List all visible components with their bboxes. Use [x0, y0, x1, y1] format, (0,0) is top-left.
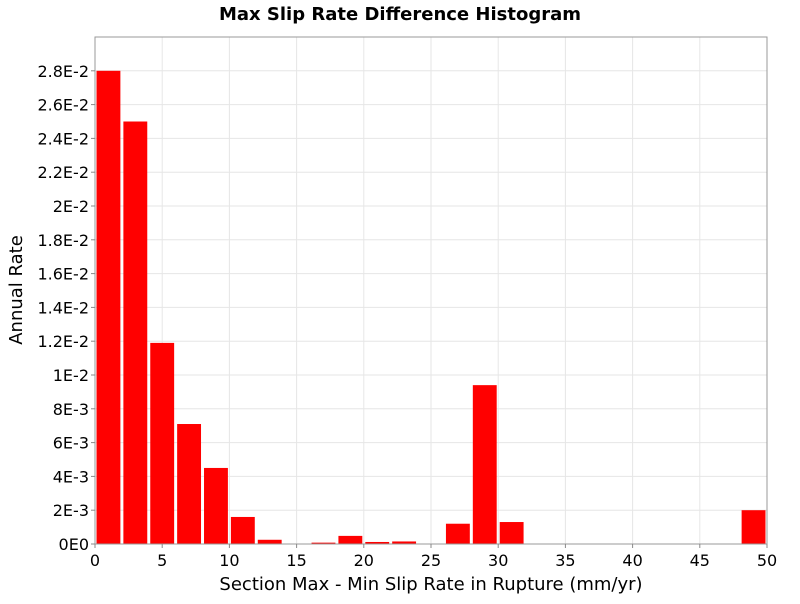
chart-title: Max Slip Rate Difference Histogram — [219, 4, 581, 25]
x-tick-label: 10 — [219, 551, 239, 570]
x-tick-label: 5 — [157, 551, 167, 570]
y-tick-label: 1E-2 — [53, 366, 89, 385]
y-tick-label: 1.8E-2 — [37, 231, 89, 250]
histogram-bar — [123, 121, 148, 544]
x-tick-label: 15 — [286, 551, 306, 570]
histogram-bar — [741, 510, 766, 544]
bars — [96, 70, 766, 545]
histogram-bar — [472, 385, 497, 544]
y-tick-label: 1.4E-2 — [37, 298, 89, 317]
y-tick-label: 2.2E-2 — [37, 163, 89, 182]
histogram-bar — [365, 541, 390, 544]
histogram-bar — [150, 342, 175, 544]
x-tick-label: 35 — [555, 551, 575, 570]
x-tick-label: 45 — [690, 551, 710, 570]
y-tick-label: 2.8E-2 — [37, 62, 89, 81]
histogram-bar — [177, 424, 202, 544]
y-tick-label: 0E0 — [59, 535, 89, 554]
y-tick-label: 2.4E-2 — [37, 129, 89, 148]
histogram-bar — [257, 539, 282, 544]
x-tick-label: 25 — [421, 551, 441, 570]
histogram-bar — [204, 467, 228, 544]
x-tick-label: 30 — [488, 551, 508, 570]
y-tick-label: 2E-3 — [53, 501, 89, 520]
y-tick-label: 1.6E-2 — [37, 265, 89, 284]
y-tick-label: 6E-3 — [53, 434, 89, 453]
histogram-bar — [230, 516, 255, 544]
histogram-bar — [499, 522, 524, 544]
y-tick-label: 1.2E-2 — [37, 332, 89, 351]
histogram-bar — [392, 541, 417, 544]
x-tick-label: 40 — [622, 551, 642, 570]
histogram-bar — [96, 70, 121, 545]
y-axis-label: Annual Rate — [6, 235, 27, 345]
x-axis-label: Section Max - Min Slip Rate in Rupture (… — [219, 574, 642, 595]
y-axis-ticks: 0E0 2E-3 4E-3 6E-3 8E-3 1E-2 1.2E-2 1.4E-2 1.6E-… — [37, 62, 95, 554]
histogram-bar — [338, 535, 363, 544]
y-tick-label: 4E-3 — [53, 467, 89, 486]
x-tick-label: 0 — [90, 551, 100, 570]
x-axis-ticks: 0 5 10 15 20 25 30 35 40 45 50 — [90, 544, 777, 570]
y-tick-label: 2.6E-2 — [37, 96, 89, 115]
y-tick-label: 8E-3 — [53, 400, 89, 419]
y-tick-label: 2E-2 — [53, 197, 89, 216]
x-tick-label: 50 — [757, 551, 777, 570]
x-tick-label: 20 — [354, 551, 374, 570]
histogram-bar — [311, 542, 336, 544]
histogram-bar — [445, 523, 470, 544]
